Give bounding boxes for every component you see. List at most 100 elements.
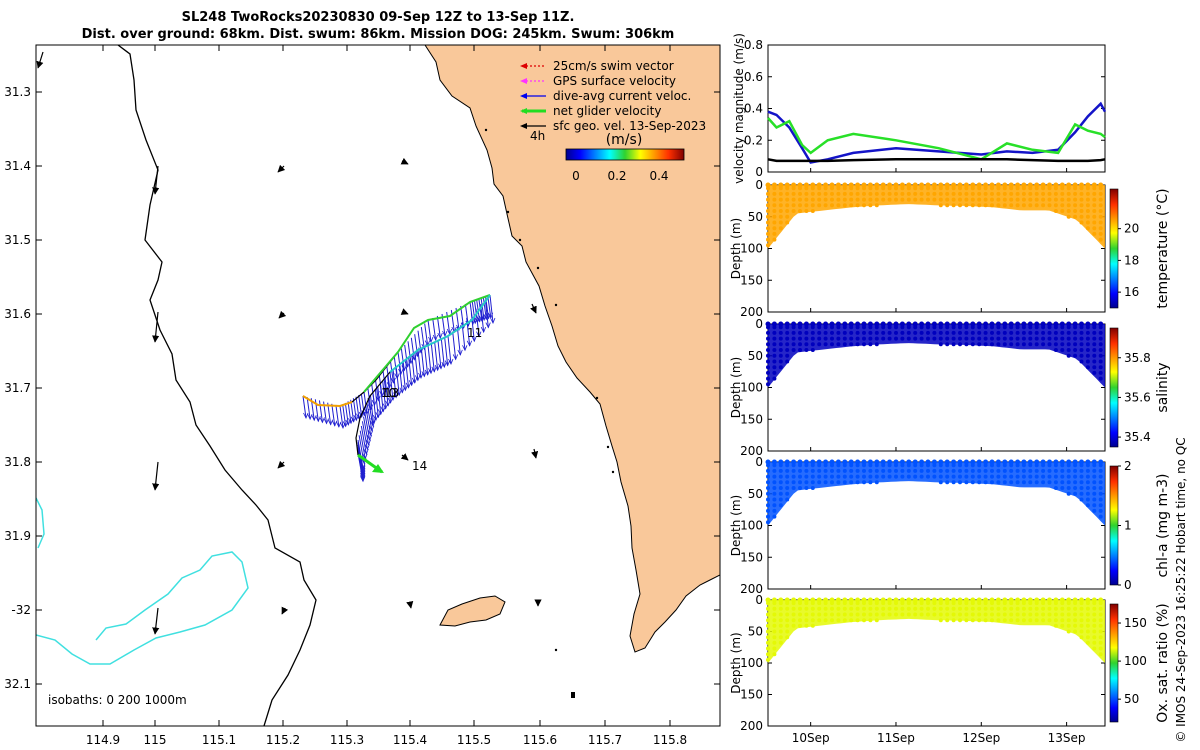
sample-dot xyxy=(919,197,924,202)
sample-dot xyxy=(1092,508,1097,513)
sample-dot xyxy=(996,463,1001,468)
surface-sample-dot xyxy=(810,597,816,603)
sample-dot xyxy=(1053,186,1058,191)
sample-dot xyxy=(951,480,956,485)
dive-avg-vector xyxy=(480,298,485,321)
sample-dot xyxy=(983,618,988,623)
sample-dot xyxy=(1021,468,1026,473)
sample-dot xyxy=(951,336,956,341)
dive-avg-vector xyxy=(374,389,379,418)
sample-dot xyxy=(842,606,847,611)
surface-sample-dot xyxy=(867,182,873,188)
surface-sample-dot xyxy=(861,459,867,465)
sample-dot xyxy=(778,325,783,330)
dive-avg-vector xyxy=(410,337,415,360)
surface-sample-dot xyxy=(778,459,784,465)
sample-dot xyxy=(1009,191,1014,196)
sample-dot xyxy=(1073,623,1078,628)
sample-dot xyxy=(817,463,822,468)
sample-dot xyxy=(1073,191,1078,196)
sample-dot xyxy=(1002,336,1007,341)
sample-dot xyxy=(1092,646,1097,651)
sample-dot xyxy=(951,612,956,617)
sample-dot xyxy=(836,468,841,473)
surface-sample-dot xyxy=(1008,182,1014,188)
map-xtick-label: 115.7 xyxy=(588,733,622,747)
sample-dot xyxy=(1098,370,1103,375)
dive-avg-vector xyxy=(369,395,374,424)
sample-dot xyxy=(785,601,790,606)
sample-dot xyxy=(990,197,994,202)
legend-arrowhead xyxy=(520,63,527,69)
surface-sample-dot xyxy=(816,321,822,327)
surface-sample-dot xyxy=(963,182,969,188)
sample-dot xyxy=(1098,623,1103,628)
sample-dot xyxy=(1021,618,1026,623)
sample-dot xyxy=(977,480,982,485)
sample-dot xyxy=(1028,342,1033,347)
sample-dot xyxy=(1073,336,1078,341)
surface-sample-dot xyxy=(938,182,944,188)
surface-sample-dot xyxy=(1040,182,1046,188)
surface-sample-dot xyxy=(893,182,899,188)
section-colorbar-tick-label: 50 xyxy=(1124,692,1139,706)
sample-dot xyxy=(958,330,962,335)
surface-sample-dot xyxy=(1059,459,1065,465)
sample-dot xyxy=(913,601,918,606)
sample-dot xyxy=(1098,186,1103,191)
sample-dot xyxy=(900,330,905,335)
sample-dot xyxy=(1053,474,1058,479)
surface-sample-dot xyxy=(931,597,937,603)
sample-dot xyxy=(842,191,847,196)
sample-dot xyxy=(1053,191,1058,196)
sample-dot xyxy=(932,612,937,617)
sample-dot xyxy=(842,474,847,479)
sample-dot xyxy=(926,325,930,330)
sample-dot xyxy=(964,612,969,617)
sample-dot xyxy=(1041,474,1046,479)
sample-dot xyxy=(983,601,988,606)
section-colorbar-label: chl-a (mg m-3) xyxy=(1155,473,1171,577)
sample-dot xyxy=(900,463,905,468)
sample-dot xyxy=(1098,191,1103,196)
sample-dot xyxy=(970,468,975,473)
dive-avg-vector xyxy=(342,404,347,427)
sample-dot xyxy=(970,612,975,617)
surface-sample-dot xyxy=(995,321,1001,327)
sample-dot xyxy=(836,186,841,191)
section-ytick-label: 150 xyxy=(740,550,763,564)
sample-dot xyxy=(785,463,790,468)
section-xtick-label: 10Sep xyxy=(792,731,830,745)
dive-avg-vector xyxy=(350,399,355,422)
dive-avg-vector xyxy=(363,416,370,445)
sample-dot xyxy=(772,635,777,640)
sample-dot xyxy=(881,191,886,196)
sample-dot xyxy=(778,612,783,617)
sample-dot xyxy=(1073,342,1078,347)
surface-sample-dot xyxy=(893,459,899,465)
sample-dot xyxy=(1053,623,1058,628)
sample-dot xyxy=(1066,486,1071,490)
dive-avg-vector xyxy=(366,402,373,431)
sample-dot xyxy=(881,601,886,606)
sample-dot xyxy=(1098,336,1103,341)
sample-dot xyxy=(804,486,809,490)
dive-avg-vector-head xyxy=(375,412,381,419)
surface-sample-dot xyxy=(1066,597,1072,603)
isobath-200m xyxy=(36,497,45,549)
sample-dot xyxy=(842,197,847,202)
surface-sample-dot xyxy=(925,597,931,603)
surface-sample-dot xyxy=(765,182,771,188)
sample-dot xyxy=(1098,606,1103,611)
sample-dot xyxy=(1053,209,1058,213)
sample-dot xyxy=(785,325,790,330)
sample-dot xyxy=(1002,330,1007,335)
sample-dot xyxy=(1092,370,1097,375)
sample-dot xyxy=(862,468,866,473)
sample-dot xyxy=(791,203,796,208)
sample-dot xyxy=(990,612,994,617)
surface-sample-dot xyxy=(848,597,854,603)
sample-dot xyxy=(1002,606,1007,611)
surface-sample-dot xyxy=(1008,459,1014,465)
sample-dot xyxy=(1085,618,1090,623)
